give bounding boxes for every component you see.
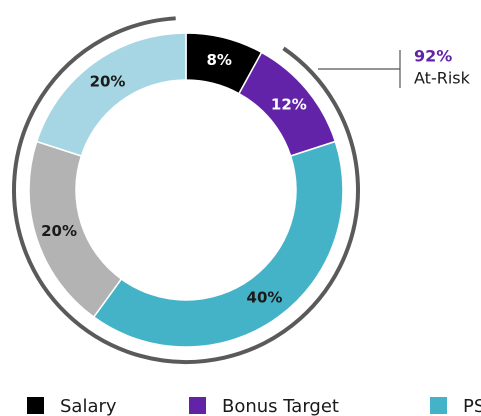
- donut-segment: [35, 32, 187, 157]
- segment-label: 12%: [271, 95, 307, 113]
- legend-label: Salary: [60, 396, 117, 416]
- legend-swatch: [430, 397, 447, 414]
- segment-label: 8%: [206, 51, 231, 69]
- segment-label: 20%: [90, 72, 126, 90]
- legend-swatch: [189, 397, 206, 414]
- legend-swatch: [27, 397, 44, 414]
- annotation-leader: [318, 50, 401, 88]
- annotation-value: 92%: [414, 47, 452, 66]
- legend-label: PS: [463, 396, 481, 416]
- segment-label: 40%: [247, 289, 283, 307]
- donut-segment: [92, 140, 344, 348]
- legend-label: Bonus Target: [222, 396, 339, 416]
- at-risk-bracket: [12, 16, 360, 364]
- segment-label: 20%: [41, 222, 77, 240]
- annotation-text: At-Risk: [414, 69, 471, 88]
